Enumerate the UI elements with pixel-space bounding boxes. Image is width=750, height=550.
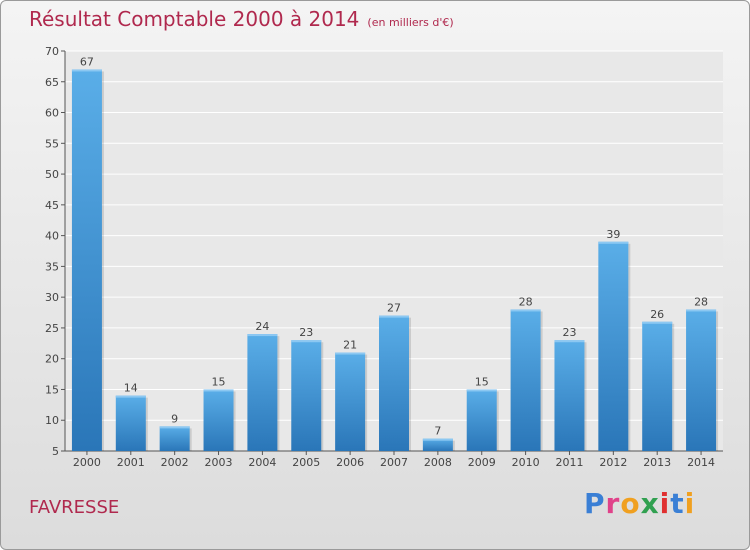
y-tick-label: 5 (52, 445, 59, 458)
bar-top-highlight (247, 334, 278, 337)
x-tick-label: 2013 (643, 456, 671, 469)
chart-title: Résultat Comptable 2000 à 2014 (en millie… (29, 7, 454, 31)
bar (510, 309, 541, 451)
place-name: FAVRESSE (29, 497, 120, 518)
bar (247, 334, 278, 451)
y-tick-label: 25 (45, 322, 59, 335)
x-tick-label: 2012 (599, 456, 627, 469)
y-tick-label: 35 (45, 260, 59, 273)
bar (686, 309, 717, 451)
bar-top-highlight (291, 340, 322, 343)
logo-letter: t (670, 487, 685, 520)
data-label: 26 (650, 308, 664, 321)
x-tick-label: 2002 (161, 456, 189, 469)
data-label: 27 (387, 302, 401, 315)
bar-top-highlight (71, 69, 102, 72)
bar-top-highlight (422, 438, 453, 441)
x-tick-label: 2003 (205, 456, 233, 469)
bar-top-highlight (115, 395, 146, 398)
data-label: 15 (212, 375, 226, 388)
bar-top-highlight (686, 309, 717, 312)
y-tick-label: 70 (45, 45, 59, 58)
x-tick-label: 2008 (424, 456, 452, 469)
data-label: 7 (434, 425, 441, 438)
bar-top-highlight (335, 352, 366, 355)
bar (291, 340, 322, 451)
data-label: 15 (475, 375, 489, 388)
logo-letter: i (684, 487, 696, 520)
bar (379, 315, 409, 451)
bar-top-highlight (598, 241, 629, 244)
bar-top-highlight (466, 389, 497, 392)
x-tick-label: 2001 (117, 456, 145, 469)
logo-letter: x (640, 487, 660, 520)
logo-letter: o (620, 487, 641, 520)
y-tick-label: 50 (45, 168, 59, 181)
chart-title-text: Résultat Comptable 2000 à 2014 (29, 7, 360, 31)
data-label: 21 (343, 339, 357, 352)
data-label: 23 (299, 326, 313, 339)
logo-letter: r (605, 487, 621, 520)
bar (554, 340, 585, 451)
bar-top-highlight (642, 321, 673, 324)
bar-top-highlight (554, 340, 585, 343)
data-label: 28 (694, 295, 708, 308)
y-tick-label: 10 (45, 414, 59, 427)
proxiti-logo: Proxiti (584, 487, 695, 520)
data-label: 23 (562, 326, 576, 339)
data-label: 14 (124, 382, 138, 395)
data-label: 28 (519, 295, 533, 308)
y-tick-label: 30 (45, 291, 59, 304)
x-tick-label: 2010 (512, 456, 540, 469)
x-tick-label: 2007 (380, 456, 408, 469)
x-tick-label: 2006 (336, 456, 364, 469)
bar (598, 241, 629, 451)
x-tick-label: 2009 (468, 456, 496, 469)
bar (422, 438, 453, 451)
bar (466, 389, 497, 451)
y-tick-label: 55 (45, 137, 59, 150)
bar (642, 321, 673, 451)
bar-top-highlight (159, 426, 190, 429)
logo-letter: P (584, 487, 606, 520)
logo-letter: i (659, 487, 671, 520)
y-tick-label: 45 (45, 199, 59, 212)
x-tick-label: 2011 (555, 456, 583, 469)
y-tick-label: 60 (45, 107, 59, 120)
y-tick-label: 40 (45, 230, 59, 243)
x-tick-label: 2014 (687, 456, 715, 469)
chart-subtitle: (en milliers d'€) (367, 16, 454, 29)
x-tick-label: 2004 (248, 456, 276, 469)
bar-top-highlight (379, 315, 409, 318)
y-tick-label: 20 (45, 353, 59, 366)
bar-top-highlight (203, 389, 234, 392)
data-label: 67 (80, 55, 94, 68)
data-label: 39 (606, 228, 620, 241)
bar (335, 352, 366, 451)
y-tick-label: 15 (45, 383, 59, 396)
bar (115, 395, 146, 451)
bar-top-highlight (510, 309, 541, 312)
data-label: 24 (255, 320, 269, 333)
x-tick-label: 2000 (73, 456, 101, 469)
bar (203, 389, 234, 451)
bar (159, 426, 190, 451)
data-label: 9 (171, 412, 178, 425)
x-tick-label: 2005 (292, 456, 320, 469)
bar (71, 69, 102, 451)
y-tick-label: 65 (45, 76, 59, 89)
